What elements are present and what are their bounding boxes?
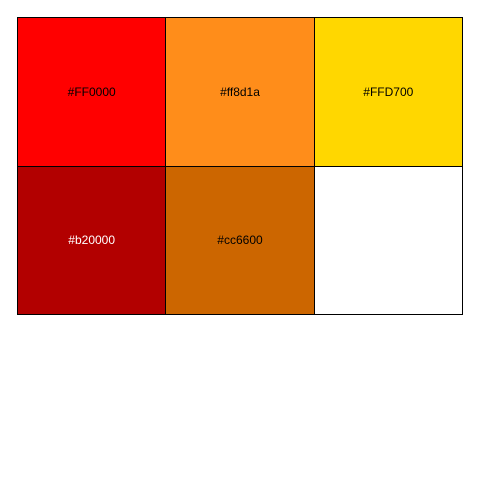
swatch-gold: #FFD700 (314, 17, 463, 167)
swatch-label: #FFD700 (363, 86, 413, 98)
swatch-dark-red: #b20000 (17, 166, 166, 316)
swatch-orange: #ff8d1a (165, 17, 314, 167)
swatch-label: #ff8d1a (220, 86, 260, 98)
swatch-label: #b20000 (68, 234, 115, 246)
swatch-red: #FF0000 (17, 17, 166, 167)
swatch-empty (314, 166, 463, 316)
swatch-label: #FF0000 (68, 86, 116, 98)
swatch-grid: #FF0000 #ff8d1a #FFD700 #b20000 #cc6600 (17, 17, 462, 314)
swatch-label: #cc6600 (217, 234, 262, 246)
swatch-dark-orange: #cc6600 (165, 166, 314, 316)
